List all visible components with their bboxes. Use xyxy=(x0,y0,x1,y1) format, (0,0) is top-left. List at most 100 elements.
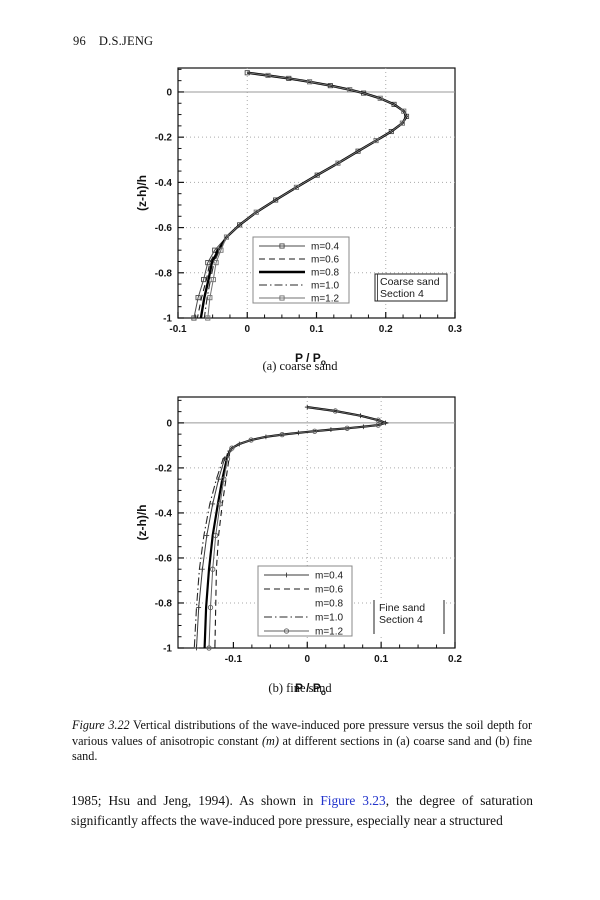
legend-item-label: m=0.6 xyxy=(311,255,340,266)
figure-caption-m: (m) xyxy=(261,733,279,748)
legend-item-label: m=0.8 xyxy=(315,599,344,610)
series-marker xyxy=(375,422,381,428)
series-marker xyxy=(217,501,223,507)
y-tick-label: -1 xyxy=(163,314,172,325)
series-marker xyxy=(206,645,212,651)
y-tick-label: -0.2 xyxy=(155,463,173,474)
series-marker xyxy=(204,533,210,538)
series-marker xyxy=(332,408,338,414)
series-marker xyxy=(210,277,216,283)
subcaption-b: (b) fine sand xyxy=(268,681,332,695)
body-paragraph: 1985; Hsu and Jeng, 1994). As shown in F… xyxy=(71,791,533,830)
series-marker xyxy=(312,428,318,434)
series-marker xyxy=(293,184,299,190)
running-title: D.S.JENG xyxy=(98,34,154,48)
series-marker xyxy=(224,456,231,462)
series-marker xyxy=(191,315,197,321)
legend-item-label: m=1.2 xyxy=(311,294,340,305)
series-marker xyxy=(248,437,254,443)
chart-coarse-sand: -0.1 0 0.1 0.2 0.3 0 -0.2 -0.4 -0.6 -0.8 -1 (z-h)/h… xyxy=(135,67,462,367)
series-marker xyxy=(279,431,285,438)
legend: m=0.4 m=0.6 m=0.8 m=1.0 m=1.2 xyxy=(257,565,353,638)
y-tick-label: -0.4 xyxy=(155,508,173,519)
y-tick-label: -0.8 xyxy=(155,268,173,279)
series-marker xyxy=(223,234,230,240)
series-marker xyxy=(279,243,285,249)
series-marker xyxy=(335,160,341,166)
subcaption-a: (a) coarse sand xyxy=(262,359,338,373)
series-marker xyxy=(194,645,199,651)
legend: m=0.4 m=0.6 m=0.8 m=1.0 m=1.2 xyxy=(252,236,350,305)
series-marker xyxy=(253,209,259,215)
series-marker xyxy=(401,108,407,114)
series-line-m=1.2 xyxy=(207,72,408,319)
figure-caption-text-2: at different sections in (a) coarse sand… xyxy=(72,733,532,763)
x-tick-label: -0.1 xyxy=(225,654,243,665)
section-label-line: Fine sand xyxy=(379,602,425,614)
x-tick-label: 0.3 xyxy=(448,324,462,335)
series-marker xyxy=(205,315,211,321)
body-text-post: , the degree of saturation significantly… xyxy=(71,793,533,828)
series-marker xyxy=(201,277,207,283)
series-marker xyxy=(195,295,201,301)
series-marker xyxy=(265,72,271,79)
legend-item-label: m=1.2 xyxy=(315,627,344,638)
y-tick-label: -0.2 xyxy=(155,133,173,144)
legend-item-label: m=0.4 xyxy=(311,242,340,253)
x-tick-label: 0 xyxy=(244,324,250,335)
x-tick-label: 0.2 xyxy=(448,654,462,665)
series-marker xyxy=(237,222,243,228)
series-marker xyxy=(218,247,224,253)
y-tick-label: -0.4 xyxy=(155,178,173,189)
series-marker xyxy=(344,425,350,431)
x-tick-label: 0 xyxy=(304,654,310,665)
series-line-m=1.2 xyxy=(208,406,388,649)
section-label-line: Section 4 xyxy=(379,614,423,626)
x-axis-label: P / Po xyxy=(295,681,326,697)
figure-link[interactable]: Figure 3.23 xyxy=(320,793,386,809)
x-tick-label: 0.2 xyxy=(379,324,393,335)
x-tick-label: 0.1 xyxy=(374,654,388,665)
section-label-line: Coarse sand xyxy=(380,276,440,288)
legend-item-label: m=1.0 xyxy=(315,613,344,624)
series-marker xyxy=(375,417,381,423)
series-markers-m=1.2 xyxy=(205,72,407,321)
series-marker xyxy=(213,532,219,539)
series-marker xyxy=(229,445,235,451)
series-markers-m=1.2 xyxy=(206,408,381,651)
figure-caption-text-1: Vertical distributions of the wave-induc… xyxy=(72,718,533,748)
chart-fine-sand: -0.1 0 0.1 0.2 0 -0.2 -0.4 -0.6 -0.8 -1 (z-h)/h P /… xyxy=(135,396,462,697)
page-header: 96 D.S.JENG xyxy=(73,34,153,49)
legend-item-label: m=1.0 xyxy=(311,281,340,292)
page-number: 96 xyxy=(73,34,86,48)
series-marker xyxy=(196,605,202,610)
series-marker xyxy=(221,476,227,482)
legend-item-label: m=0.8 xyxy=(311,268,340,279)
series-marker xyxy=(207,604,214,611)
y-tick-label: 0 xyxy=(166,87,172,98)
x-tick-label: 0.1 xyxy=(310,324,324,335)
series-marker xyxy=(213,260,219,266)
series-marker xyxy=(210,501,216,507)
legend-item-label: m=0.4 xyxy=(315,571,344,582)
y-axis-label: (z-h)/h xyxy=(135,175,149,211)
y-tick-label: -0.6 xyxy=(155,223,173,234)
x-tick-label: -0.1 xyxy=(169,324,187,335)
series-marker xyxy=(347,87,353,93)
series-marker xyxy=(399,120,405,126)
y-tick-label: 0 xyxy=(166,418,172,429)
series-marker xyxy=(199,566,205,572)
series-marker xyxy=(210,566,216,572)
section-label-line: Section 4 xyxy=(380,288,424,300)
series-marker xyxy=(307,79,313,85)
series-marker xyxy=(279,295,285,301)
figure-caption: Figure 3.22 Vertical distributions of th… xyxy=(72,718,532,764)
y-tick-label: -0.6 xyxy=(155,553,173,564)
legend-item-label: m=0.6 xyxy=(315,585,344,596)
series-marker xyxy=(284,572,289,578)
x-axis-label: P / Po xyxy=(295,351,326,367)
series-marker xyxy=(216,476,222,482)
